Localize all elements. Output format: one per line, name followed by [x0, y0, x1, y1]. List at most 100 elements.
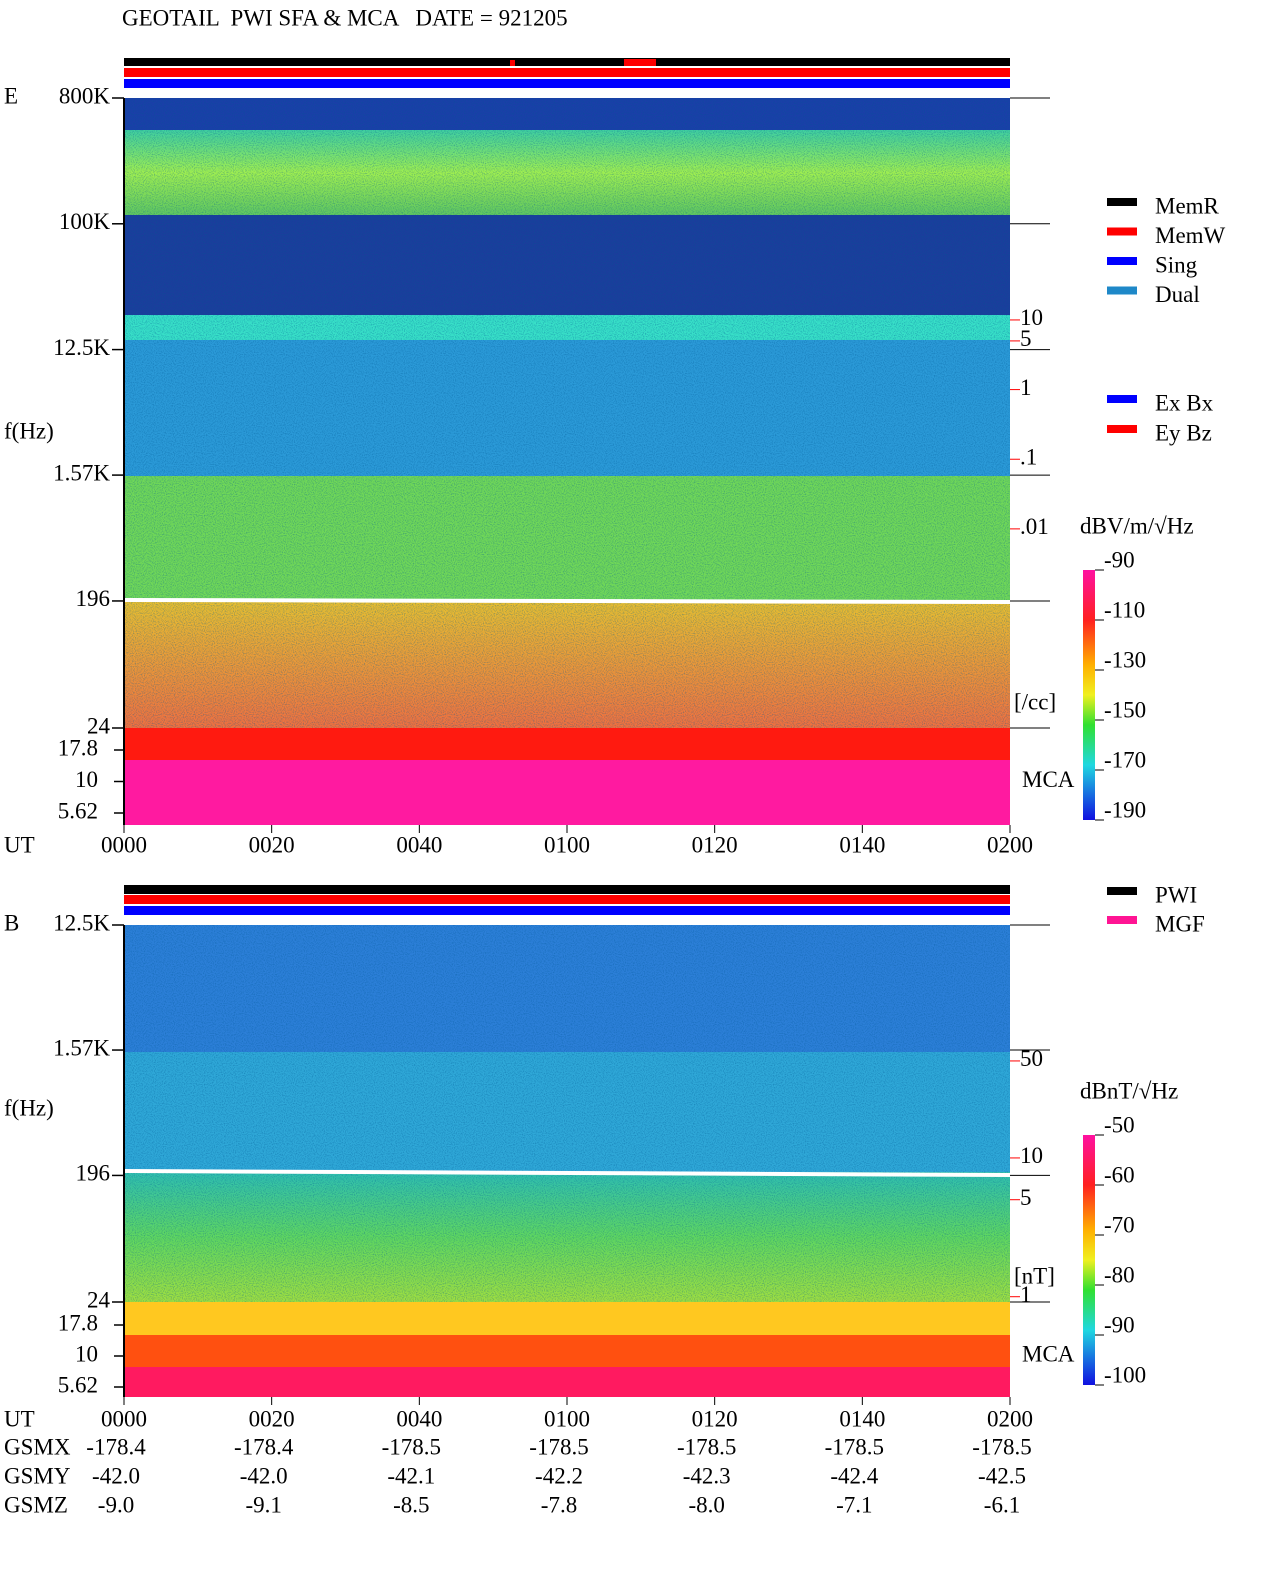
- orbit-row-label: GSMZ: [4, 1492, 68, 1517]
- y-axis-label: f(Hz): [4, 418, 54, 443]
- orbit-value: -8.5: [393, 1492, 429, 1517]
- panel-label: E: [4, 83, 18, 108]
- colorbar-tick-label: -130: [1104, 647, 1146, 672]
- orbit-value: -178.5: [972, 1434, 1031, 1459]
- colorbar-tick-label: -90: [1104, 1312, 1135, 1337]
- orbit-value: -178.5: [382, 1434, 441, 1459]
- status-mark: [624, 59, 656, 66]
- status-bar: [124, 895, 1010, 904]
- secondary-tick-label: 1: [1020, 375, 1032, 400]
- x-tick-label: 0100: [544, 832, 590, 857]
- colorbar-tick-label: -60: [1104, 1162, 1135, 1187]
- band: [124, 1367, 1010, 1397]
- x-tick-label: 0020: [249, 832, 295, 857]
- legend-label: Ex Bx: [1155, 390, 1214, 415]
- legend-swatch: [1107, 198, 1137, 206]
- y-tick-label: 24: [87, 1287, 111, 1312]
- y-tick-label: 196: [76, 1161, 111, 1186]
- y-tick-label: 24: [87, 713, 111, 738]
- band: [124, 1335, 1010, 1367]
- secondary-tick-label: 50: [1020, 1046, 1043, 1071]
- x-tick-label: 0120: [692, 1406, 738, 1431]
- spectrogram-e: [123, 58, 1011, 825]
- secondary-tick-label: 10: [1020, 305, 1043, 330]
- y-tick-label: 196: [76, 586, 111, 611]
- x-tick-label: 0020: [249, 1406, 295, 1431]
- y-tick-label: 12.5K: [53, 910, 110, 935]
- x-tick-label: 0120: [692, 832, 738, 857]
- status-bar: [124, 79, 1010, 88]
- colorbar-tick-label: -90: [1104, 547, 1135, 572]
- legend-swatch: [1107, 257, 1137, 265]
- x-tick-label: 0000: [101, 832, 147, 857]
- texture: [124, 925, 1010, 1302]
- y-tick-label: 1.57K: [53, 1035, 110, 1060]
- secondary-tick-label: 10: [1020, 1143, 1043, 1168]
- mca-tick-label: 5.62: [58, 1372, 98, 1397]
- status-bar: [124, 885, 1010, 894]
- orbit-value: -42.4: [830, 1463, 878, 1488]
- y-tick-label: 1.57K: [53, 460, 110, 485]
- orbit-value: -7.1: [836, 1492, 872, 1517]
- y-tick-label: 800K: [59, 83, 111, 108]
- orbit-value: -9.1: [245, 1492, 281, 1517]
- orbit-value: -7.8: [541, 1492, 577, 1517]
- secondary-label: [/cc]: [1014, 689, 1056, 714]
- x-tick-label: 0100: [544, 1406, 590, 1431]
- x-tick-label: 0140: [839, 1406, 885, 1431]
- band: [124, 1302, 1010, 1335]
- x-axis-label: UT: [4, 1406, 35, 1431]
- orbit-value: -178.5: [529, 1434, 588, 1459]
- x-tick-label: 0040: [396, 832, 442, 857]
- mca-tick-label: 5.62: [58, 798, 98, 823]
- orbit-value: -6.1: [984, 1492, 1020, 1517]
- legend-label: MGF: [1155, 911, 1205, 936]
- legend-swatch: [1107, 286, 1137, 295]
- mca-label: MCA: [1022, 1341, 1075, 1366]
- orbit-row-label: GSMY: [4, 1463, 71, 1488]
- legend-label: Dual: [1155, 282, 1200, 307]
- orbit-value: -178.4: [234, 1434, 294, 1459]
- gyro-line: [123, 1169, 1011, 1177]
- y-tick-label: 100K: [59, 209, 111, 234]
- orbit-value: -8.0: [688, 1492, 724, 1517]
- legend-swatch: [1107, 887, 1137, 895]
- colorbar-tick-label: -110: [1104, 597, 1145, 622]
- x-tick-label: 0140: [839, 832, 885, 857]
- colorbar-tick-label: -100: [1104, 1362, 1146, 1387]
- orbit-value: -42.5: [978, 1463, 1026, 1488]
- x-tick-label: 0200: [987, 1406, 1033, 1431]
- secondary-tick-label: 5: [1020, 326, 1032, 351]
- secondary-tick-label: .01: [1020, 514, 1049, 539]
- panel-label: B: [4, 910, 19, 935]
- colorbar-tick-label: -70: [1104, 1212, 1135, 1237]
- band: [124, 728, 1010, 760]
- x-tick-label: 0200: [987, 832, 1033, 857]
- orbit-value: -178.5: [677, 1434, 736, 1459]
- x-axis-label: UT: [4, 832, 35, 857]
- status-bar: [124, 906, 1010, 915]
- spectrogram-b: [123, 885, 1011, 1397]
- y-tick-label: 12.5K: [53, 335, 110, 360]
- colorbar: [1083, 1135, 1095, 1385]
- legend-label: Ey Bz: [1155, 420, 1212, 445]
- legend-swatch: [1107, 395, 1137, 403]
- x-tick-label: 0000: [101, 1406, 147, 1431]
- legend-label: Sing: [1155, 252, 1198, 277]
- secondary-label: [nT]: [1014, 1263, 1055, 1288]
- orbit-value: -42.0: [92, 1463, 140, 1488]
- mca-tick-label: 10: [75, 1341, 98, 1366]
- colorbar-label: dBV/m/√Hz: [1080, 513, 1194, 538]
- orbit-value: -42.0: [240, 1463, 288, 1488]
- y-axis-label: f(Hz): [4, 1095, 54, 1120]
- mca-label: MCA: [1022, 767, 1075, 792]
- band: [124, 760, 1010, 825]
- colorbar: [1083, 570, 1095, 820]
- secondary-tick-label: 5: [1020, 1185, 1032, 1210]
- orbit-value: -9.0: [98, 1492, 134, 1517]
- texture: [124, 98, 1010, 728]
- mca-tick-label: 17.8: [58, 1310, 98, 1335]
- orbit-value: -42.3: [683, 1463, 731, 1488]
- orbit-value: -178.5: [825, 1434, 884, 1459]
- colorbar-label: dBnT/√Hz: [1080, 1078, 1178, 1103]
